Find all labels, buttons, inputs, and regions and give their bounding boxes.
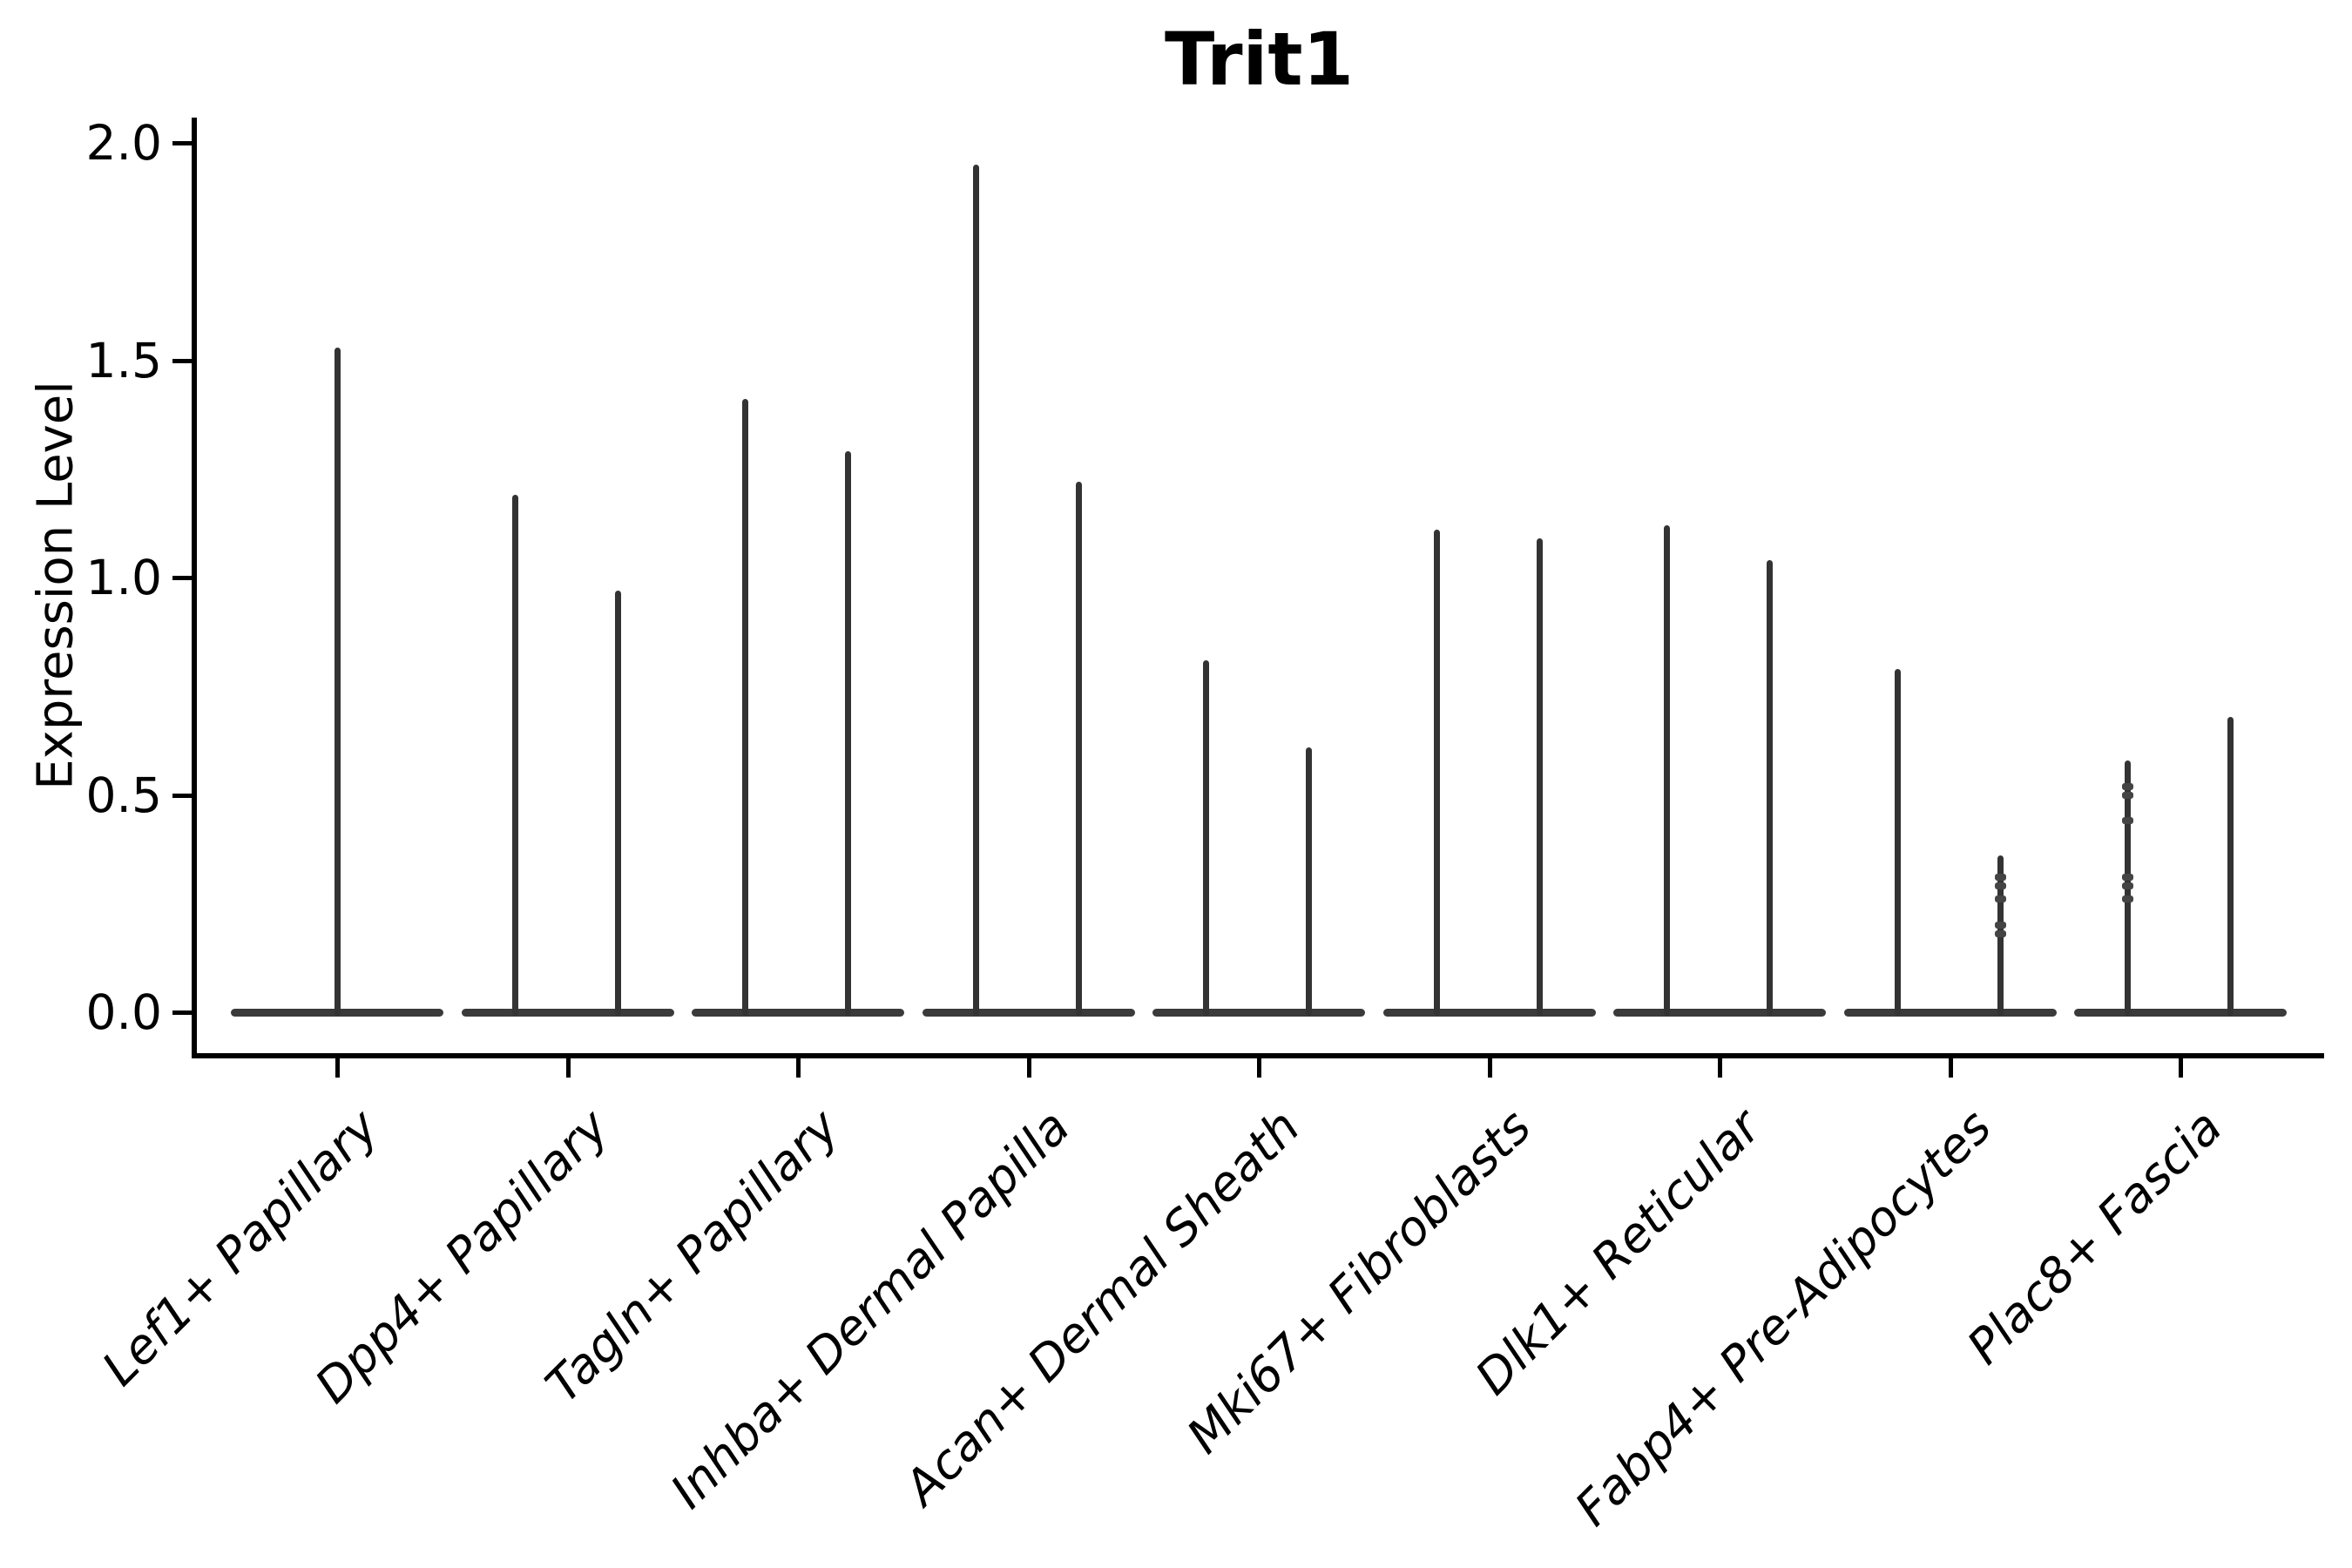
violin-spike — [2227, 716, 2234, 1016]
x-tick-mark — [2179, 1058, 2183, 1078]
violin-point-dot — [1994, 882, 2006, 890]
violin-base — [1613, 1009, 1826, 1017]
x-tick-mark — [565, 1058, 571, 1078]
violin-point-dot — [2122, 791, 2133, 799]
violin-spike — [1306, 747, 1312, 1016]
y-axis-spine — [192, 118, 197, 1058]
violin-spike — [742, 399, 748, 1016]
violin-base — [1843, 1009, 2057, 1017]
violin-spike — [1203, 659, 1209, 1016]
violin-base — [692, 1009, 904, 1017]
violin-base — [2074, 1009, 2287, 1017]
violin-base — [1152, 1009, 1365, 1017]
violin-point-dot — [2122, 882, 2133, 890]
violin-spike — [1664, 525, 1670, 1016]
violin-spike — [845, 451, 851, 1016]
x-tick-label: Inhba+ Dermal Papilla — [659, 1098, 1081, 1519]
y-tick-mark — [172, 576, 192, 580]
violin-point-dot — [2122, 896, 2133, 903]
violin-point-dot — [1994, 922, 2006, 929]
violin-point-dot — [2122, 782, 2133, 790]
violin-point-dot — [1994, 896, 2006, 903]
violin-spike — [614, 590, 621, 1016]
y-tick-label: 2.0 — [85, 115, 162, 171]
violin-point-dot — [2122, 874, 2133, 882]
x-axis-spine — [192, 1053, 2324, 1058]
x-tick-mark — [1257, 1058, 1261, 1078]
x-tick-mark — [1948, 1058, 1953, 1078]
violin-point-dot — [2122, 817, 2133, 825]
x-tick-mark — [335, 1058, 340, 1078]
x-tick-mark — [1487, 1058, 1492, 1078]
y-tick-mark — [172, 141, 192, 145]
y-tick-label: 0.0 — [85, 984, 162, 1040]
violin-point-dot — [1994, 874, 2006, 882]
violin-spike — [335, 347, 341, 1016]
y-tick-mark — [172, 793, 192, 798]
y-tick-mark — [172, 1010, 192, 1015]
x-tick-label: Fabp4+ Pre-Adipocytes — [1564, 1098, 2003, 1537]
violin-spike — [511, 495, 518, 1016]
violin-point-dot — [1994, 930, 2006, 938]
y-tick-label: 0.5 — [85, 767, 162, 823]
violin-base — [1382, 1009, 1596, 1017]
x-tick-mark — [1718, 1058, 1722, 1078]
violin-spike — [1536, 538, 1543, 1016]
violin-base — [922, 1009, 1135, 1017]
x-tick-mark — [796, 1058, 801, 1078]
violin-spike — [1894, 668, 1901, 1016]
y-tick-label: 1.0 — [85, 550, 162, 605]
chart-title: Trit1 — [1165, 17, 1354, 102]
x-tick-label: Acan+ Dermal Sheath — [894, 1098, 1311, 1516]
y-tick-label: 1.5 — [85, 332, 162, 389]
violin-spike — [972, 164, 979, 1016]
violin-spike — [1767, 560, 1773, 1016]
x-tick-mark — [1026, 1058, 1031, 1078]
y-tick-mark — [172, 358, 192, 363]
violin-base — [461, 1009, 674, 1017]
violin-spike — [1075, 482, 1082, 1016]
violin-spike — [1433, 530, 1440, 1016]
